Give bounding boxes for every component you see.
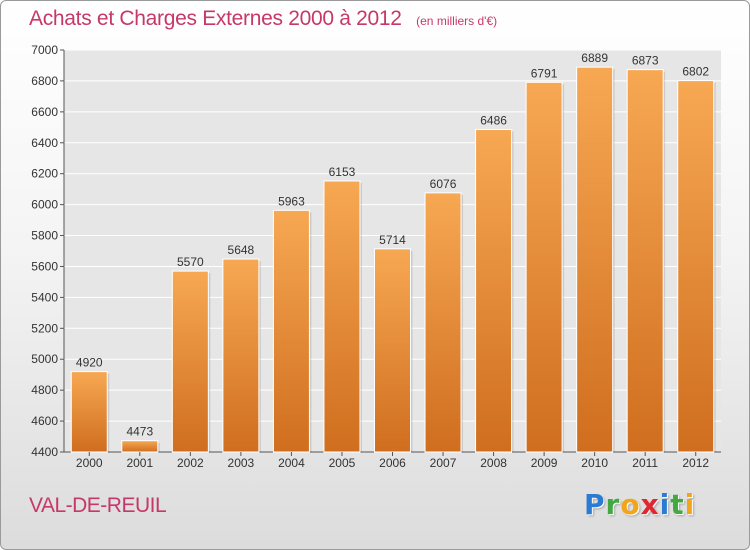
bar-value-label: 4920 (76, 356, 103, 370)
bar-value-label: 6076 (430, 177, 457, 191)
y-tick-label: 5800 (31, 229, 58, 243)
brand-letter: i (659, 488, 671, 521)
chart-title: Achats et Charges Externes 2000 à 2012 (29, 7, 402, 30)
bar-value-label: 6486 (480, 113, 507, 127)
y-tick-label: 4400 (31, 445, 58, 459)
chart-units: (en milliers d'€) (416, 14, 498, 28)
y-tick-label: 6400 (31, 136, 58, 150)
y-tick-label: 4600 (31, 414, 58, 428)
bar-value-label: 5963 (278, 194, 305, 208)
bar-value-label: 6791 (531, 66, 558, 80)
x-tick-label: 2000 (76, 456, 103, 470)
y-tick-label: 6800 (31, 74, 58, 88)
bar-value-label: 5714 (379, 233, 406, 247)
brand-letter: i (684, 488, 696, 521)
x-tick-label: 2007 (430, 456, 457, 470)
bar (70, 371, 108, 453)
x-tick-label: 2001 (126, 456, 153, 470)
x-tick-label: 2005 (329, 456, 356, 470)
brand-letter: o (620, 488, 641, 521)
bar (475, 128, 513, 453)
bar (525, 81, 563, 453)
proxiti-logo: Proxiti (584, 488, 695, 521)
y-tick-label: 6000 (31, 198, 58, 212)
y-tick-label: 5600 (31, 259, 58, 273)
x-tick-label: 2012 (682, 456, 709, 470)
bar-value-label: 4473 (126, 425, 153, 439)
bar-value-label: 5570 (177, 255, 204, 269)
brand-letter: x (640, 488, 660, 521)
x-tick-label: 2004 (278, 456, 305, 470)
bar-value-label: 6889 (581, 51, 608, 65)
bar-value-label: 5648 (228, 243, 255, 257)
bar-value-label: 6873 (632, 54, 659, 68)
y-tick-label: 5200 (31, 321, 58, 335)
y-tick-label: 5400 (31, 290, 58, 304)
bar (424, 192, 462, 453)
bar (677, 80, 715, 453)
x-tick-label: 2002 (177, 456, 204, 470)
x-tick-label: 2006 (379, 456, 406, 470)
y-tick-label: 6200 (31, 167, 58, 181)
bar (626, 69, 664, 453)
bar (576, 66, 614, 453)
bar-value-label: 6153 (329, 165, 356, 179)
bar (323, 180, 361, 453)
x-tick-label: 2003 (228, 456, 255, 470)
bar-value-label: 6802 (682, 65, 709, 79)
bar (272, 209, 310, 453)
bar (171, 270, 209, 453)
place-name: VAL-DE-REUIL (29, 494, 167, 517)
y-tick-label: 4800 (31, 383, 58, 397)
x-tick-label: 2009 (531, 456, 558, 470)
bar (374, 248, 411, 453)
x-tick-label: 2010 (581, 456, 608, 470)
chart-title-row: Achats et Charges Externes 2000 à 2012 (… (29, 7, 497, 31)
brand-letter: P (584, 488, 606, 521)
x-tick-label: 2008 (480, 456, 507, 470)
y-tick-label: 7000 (31, 43, 58, 57)
bar (121, 440, 159, 453)
y-tick-label: 6600 (31, 105, 58, 119)
x-tick-label: 2011 (632, 456, 658, 470)
brand-letter: t (670, 488, 685, 521)
y-tick-label: 5000 (31, 352, 58, 366)
bar (222, 258, 260, 453)
brand-letter: r (605, 488, 621, 521)
